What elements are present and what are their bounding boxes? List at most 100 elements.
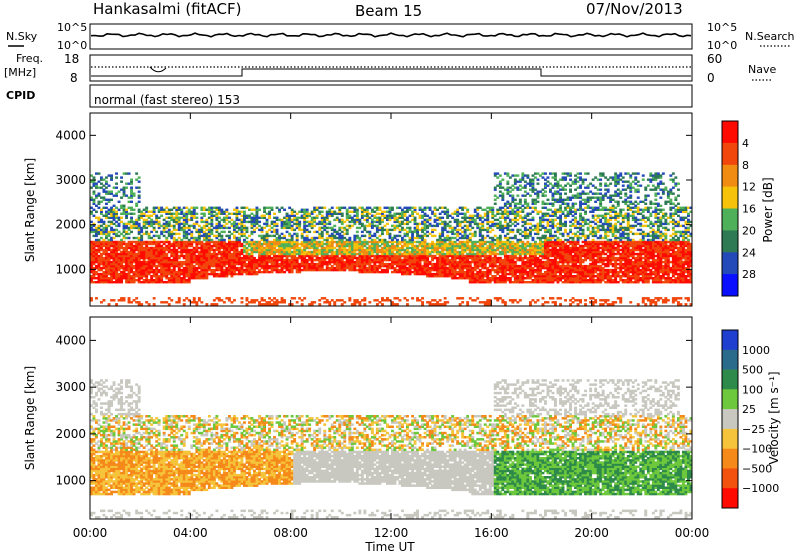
heatmap-cell [103,179,106,181]
heatmap-cell [198,275,201,277]
heatmap-cell [298,221,301,223]
heatmap-cell [353,235,356,237]
heatmap-cell [140,281,143,283]
heatmap-cell [261,235,264,237]
heatmap-cell [148,303,151,305]
heatmap-cell [183,207,186,209]
heatmap-cell [521,241,524,243]
heatmap-cell [511,209,514,211]
heatmap-cell [313,225,316,227]
heatmap-cell [526,275,529,277]
heatmap-cell [93,215,96,217]
heatmap-cell [238,267,241,269]
heatmap-cell [105,275,108,277]
heatmap-cell [451,257,454,259]
heatmap-cell [135,297,138,299]
heatmap-cell [451,241,454,243]
heatmap-cell [409,221,412,223]
heatmap-cell [163,223,166,225]
heatmap-cell [160,215,163,217]
heatmap-cell [484,247,487,249]
heatmap-cell [421,209,424,211]
heatmap-cell [519,239,522,241]
heatmap-cell [271,221,274,223]
heatmap-cell [113,241,116,243]
heatmap-cell [399,229,402,231]
heatmap-cell [118,191,121,193]
heatmap-cell [308,221,311,223]
heatmap-cell [133,209,136,211]
heatmap-cell [273,221,276,223]
heatmap-cell [376,241,379,243]
heatmap-cell [215,303,218,305]
heatmap-cell [514,243,517,245]
heatmap-cell [318,249,321,251]
heatmap-cell [138,191,141,193]
heatmap-cell [421,301,424,303]
heatmap-cell [499,181,502,183]
heatmap-cell [210,257,213,259]
heatmap-cell [491,257,494,259]
heatmap-cell [108,199,111,201]
heatmap-cell [501,199,504,201]
heatmap-cell [120,197,123,199]
heatmap-cell [253,299,256,301]
heatmap-cell [321,257,324,259]
heatmap-cell [419,237,422,239]
heatmap-cell [316,263,319,265]
noise-search-label: N.Search [745,30,795,43]
heatmap-cell [293,223,296,225]
heatmap-cell [175,233,178,235]
heatmap-cell [95,211,98,213]
heatmap-cell [496,297,499,299]
heatmap-cell [248,221,251,223]
heatmap-cell [459,229,462,231]
heatmap-cell [263,235,266,237]
heatmap-cell [313,207,316,209]
heatmap-cell [326,219,329,221]
heatmap-cell [266,213,269,215]
heatmap-cell [379,217,382,219]
heatmap-cell [524,207,527,209]
heatmap-cell [301,237,304,239]
heatmap-cell [271,231,274,233]
heatmap-cell [108,174,111,176]
heatmap-cell [333,211,336,213]
heatmap-cell [496,185,499,187]
heatmap-cell [100,301,103,303]
heatmap-cell [103,199,106,201]
heatmap-cell [416,297,419,299]
heatmap-cell [439,303,442,305]
heatmap-cell [118,201,121,203]
heatmap-cell [464,271,467,273]
heatmap-cell [296,257,299,259]
heatmap-cell [205,229,208,231]
heatmap-cell [521,179,524,181]
heatmap-cell [123,257,126,259]
heatmap-cell [165,231,168,233]
heatmap-cell [469,215,472,217]
heatmap-cell [218,273,221,275]
heatmap-cell [451,227,454,229]
heatmap-cell [210,219,213,221]
heatmap-cell [394,253,397,255]
heatmap-cell [429,243,432,245]
heatmap-cell [316,215,319,217]
heatmap-cell [291,209,294,211]
heatmap-cell [130,241,133,243]
heatmap-cell [499,191,502,193]
heatmap-cell [120,176,123,178]
heatmap-cell [454,219,457,221]
heatmap-cell [506,181,509,183]
heatmap-cell [341,257,344,259]
heatmap-cell [163,257,166,259]
frequency-panel: Freq. [MHz] 18 8 60 0 Nave [4,52,776,85]
heatmap-cell [128,237,131,239]
heatmap-cell [411,271,414,273]
heatmap-cell [175,275,178,277]
heatmap-cell [143,219,146,221]
heatmap-cell [434,213,437,215]
cpid-label: CPID [6,89,35,102]
heatmap-cell [328,227,331,229]
heatmap-cell [298,247,301,249]
